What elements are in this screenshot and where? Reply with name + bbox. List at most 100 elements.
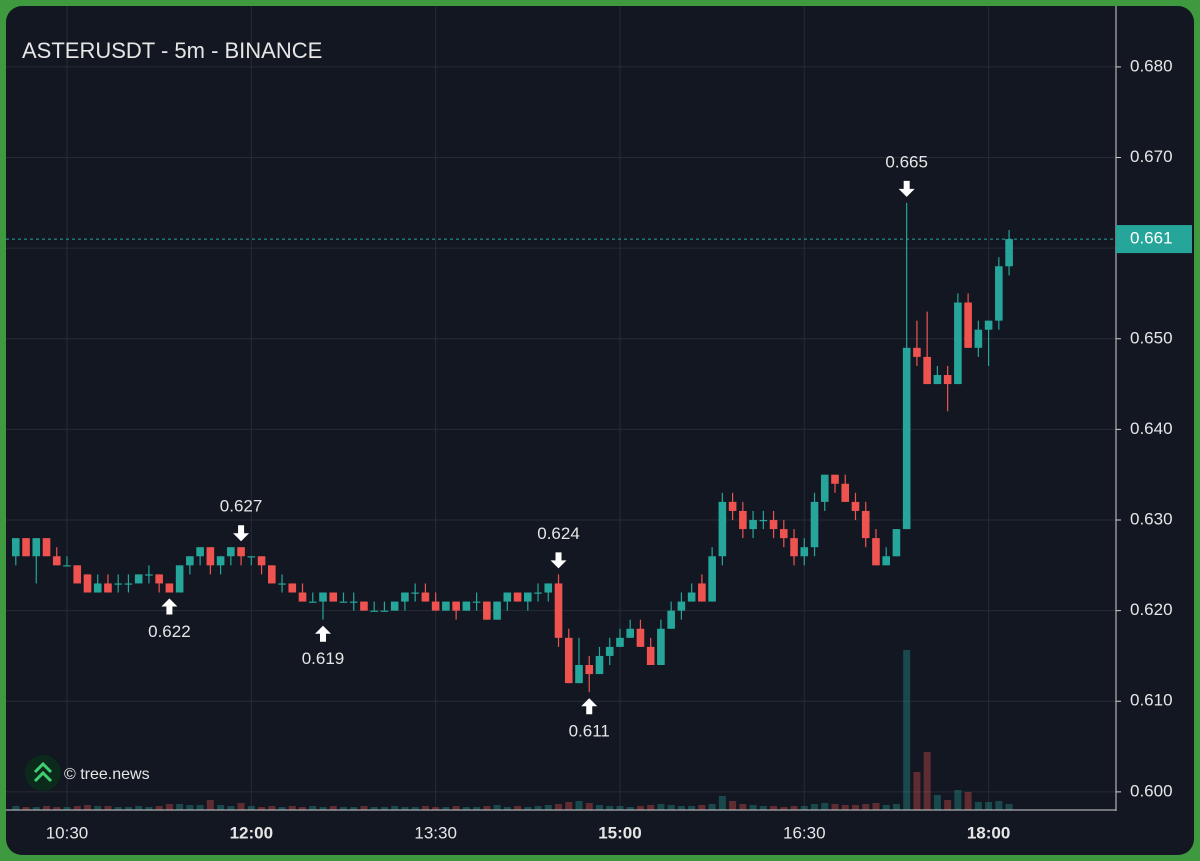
candle-body xyxy=(462,601,471,611)
volume-bar xyxy=(196,805,204,810)
candle-body xyxy=(575,665,583,684)
candle-body xyxy=(687,592,696,602)
volume-bar xyxy=(380,807,388,810)
candle-body xyxy=(943,375,952,385)
volume-bar xyxy=(862,804,870,810)
candle-body xyxy=(636,628,645,647)
candle-body xyxy=(175,565,184,593)
volume-bar xyxy=(53,807,61,810)
volume-bar xyxy=(698,805,706,810)
volume-bar xyxy=(319,807,327,810)
candle-body xyxy=(493,601,501,620)
candle-body xyxy=(995,266,1003,321)
x-tick-label: 12:00 xyxy=(230,823,273,842)
annotation-arrow xyxy=(233,525,250,542)
candle-body xyxy=(32,538,41,557)
candle-body xyxy=(257,556,266,566)
x-tick-label: 10:30 xyxy=(46,823,89,842)
volume-bar xyxy=(882,805,890,810)
candle-body xyxy=(974,329,983,348)
volume-bar xyxy=(636,806,644,810)
volume-bar xyxy=(688,806,696,810)
annotation-label: 0.622 xyxy=(148,622,191,641)
volume-bar xyxy=(923,752,931,810)
candle-body xyxy=(759,520,768,522)
volume-bar xyxy=(718,796,726,810)
candle-body xyxy=(73,565,82,584)
volume-bar xyxy=(913,772,921,810)
y-tick-label: 0.640 xyxy=(1130,419,1173,438)
candle-body xyxy=(483,601,491,620)
volume-bar xyxy=(739,804,747,810)
volume-bar xyxy=(595,805,603,810)
volume-bar xyxy=(493,805,501,810)
volume-bar xyxy=(288,806,296,810)
candle-body xyxy=(165,583,174,593)
volume-bar xyxy=(555,804,563,810)
candle-body xyxy=(605,646,614,656)
candle-body xyxy=(513,592,522,602)
candle-body xyxy=(104,583,112,593)
chart-title: ASTERUSDT - 5m - BINANCE xyxy=(22,38,322,63)
candle-body xyxy=(913,347,921,357)
volume-bar xyxy=(135,806,143,810)
chart-background xyxy=(6,6,1194,855)
volume-bar xyxy=(145,807,153,810)
logo-icon xyxy=(33,761,53,783)
candle-body xyxy=(227,547,235,557)
volume-bar xyxy=(278,807,286,810)
volume-bar xyxy=(985,802,993,810)
candle-body xyxy=(298,592,307,602)
volume-bar xyxy=(217,805,225,810)
volume-bar xyxy=(63,807,71,810)
candle-body xyxy=(544,583,553,593)
candle-body xyxy=(237,547,245,557)
volume-bar xyxy=(124,807,132,810)
candle-body xyxy=(42,538,51,557)
volume-bar xyxy=(258,807,266,810)
candle-body xyxy=(93,583,102,593)
volume-bar xyxy=(811,804,819,810)
y-tick-label: 0.630 xyxy=(1130,509,1173,528)
volume-bar xyxy=(821,803,829,810)
volume-bar xyxy=(176,804,184,810)
candle-body xyxy=(63,565,71,567)
y-tick-label: 0.610 xyxy=(1130,691,1173,710)
volume-bar xyxy=(186,805,194,810)
candle-body xyxy=(12,538,20,557)
volume-bar xyxy=(954,790,962,810)
candle-body xyxy=(718,501,727,557)
annotation-arrow xyxy=(161,598,178,615)
volume-bar xyxy=(892,804,900,810)
volume-bar xyxy=(626,807,634,810)
candle-body xyxy=(984,320,993,330)
volume-bar xyxy=(227,806,235,810)
volume-bar xyxy=(872,803,880,810)
volume-bar xyxy=(534,806,542,810)
x-tick-label: 18:00 xyxy=(967,823,1010,842)
candle-body xyxy=(657,628,665,666)
candle-body xyxy=(790,538,798,557)
candle-body xyxy=(288,583,297,593)
y-tick-label: 0.620 xyxy=(1130,600,1173,619)
candle-body xyxy=(442,601,450,611)
volume-bar xyxy=(995,801,1003,810)
volume-bar xyxy=(442,807,450,810)
volume-bar xyxy=(575,801,583,810)
annotation-label: 0.624 xyxy=(537,524,580,543)
volume-bar xyxy=(391,806,399,810)
volume-bar xyxy=(514,806,522,810)
y-tick-label: 0.650 xyxy=(1130,328,1173,347)
candle-body xyxy=(308,601,317,603)
volume-bar xyxy=(800,806,808,810)
x-tick-label: 15:00 xyxy=(598,823,641,842)
candle-body xyxy=(882,556,890,566)
x-tick-label: 16:30 xyxy=(783,823,826,842)
volume-bar xyxy=(247,806,255,810)
volume-bar xyxy=(12,806,20,810)
volume-bar xyxy=(206,800,214,810)
volume-bar xyxy=(657,804,665,810)
volume xyxy=(12,650,1013,810)
volume-bar xyxy=(462,807,470,810)
